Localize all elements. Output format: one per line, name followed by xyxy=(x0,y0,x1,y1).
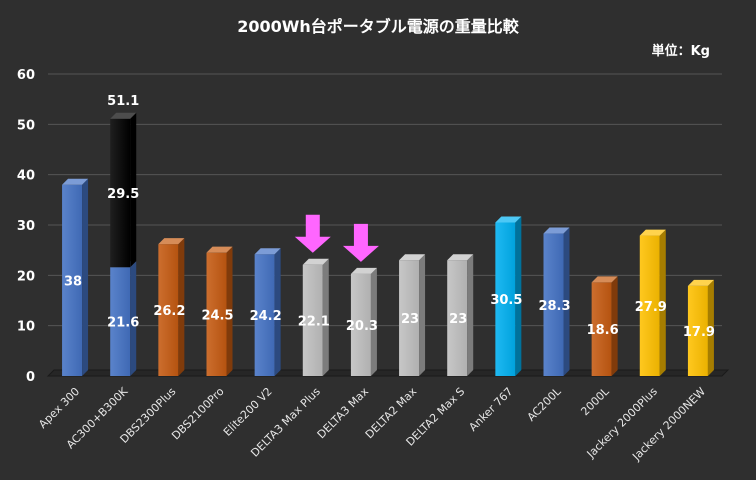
data-label: 23 xyxy=(449,312,467,327)
bar xyxy=(254,248,281,376)
y-tick-label: 30 xyxy=(17,219,35,234)
chart-title: 2000Wh台ポータブル電源の重量比較 xyxy=(237,17,519,36)
chart-floor xyxy=(46,369,730,377)
bar-side xyxy=(130,261,137,376)
bar-top xyxy=(639,229,666,236)
bar-front xyxy=(350,273,371,376)
bar-front xyxy=(158,244,179,376)
y-tick-label: 0 xyxy=(26,370,35,385)
bar-front xyxy=(110,118,131,268)
y-tick-label: 50 xyxy=(17,118,35,133)
data-label: 24.5 xyxy=(201,308,233,323)
bar-top xyxy=(447,254,474,261)
bar-top xyxy=(350,267,377,274)
bar-front xyxy=(206,252,227,376)
bar xyxy=(62,178,89,376)
bar xyxy=(639,229,666,376)
x-tick-label: Apex 300 xyxy=(36,385,82,431)
unit-label: 単位：Kg xyxy=(651,44,710,59)
y-tick-label: 10 xyxy=(17,320,35,335)
data-label: 22.1 xyxy=(298,314,330,329)
bar-front xyxy=(110,267,131,376)
bar xyxy=(687,279,714,376)
bar-top xyxy=(62,178,89,185)
bar-top xyxy=(206,246,233,253)
y-tick-label: 60 xyxy=(17,68,35,83)
bar-side xyxy=(563,227,570,376)
bar-side xyxy=(467,254,474,376)
bar-front xyxy=(302,264,323,376)
bar-side xyxy=(611,276,618,376)
data-label: 20.3 xyxy=(346,319,378,334)
bar-side xyxy=(322,258,329,376)
bar xyxy=(543,227,570,376)
bar-front xyxy=(591,282,612,376)
x-tick-label: Anker 767 xyxy=(467,385,516,434)
bar-top xyxy=(495,216,522,223)
bar-top xyxy=(110,112,137,119)
bar-top xyxy=(399,254,426,261)
bar-top xyxy=(302,258,329,265)
highlight-arrow-icon xyxy=(342,223,379,262)
bar xyxy=(350,267,377,376)
bar-front xyxy=(639,235,660,376)
bar-top xyxy=(591,276,618,283)
x-tick-label: DBS2100Pro xyxy=(169,385,227,443)
bar-side xyxy=(82,178,89,376)
bar xyxy=(591,276,618,376)
bar-side xyxy=(370,267,377,376)
bar-side xyxy=(419,254,426,376)
bar-front xyxy=(447,260,468,376)
bar xyxy=(399,254,426,376)
bar-front xyxy=(399,260,420,376)
bar xyxy=(302,258,329,376)
data-label: 51.1 xyxy=(107,94,139,109)
x-tick-label: 2000L xyxy=(578,384,612,418)
bar xyxy=(206,246,233,376)
bar-front xyxy=(543,233,564,376)
bar-side xyxy=(659,229,666,376)
bar xyxy=(495,216,522,376)
data-label: 18.6 xyxy=(587,323,619,338)
bar-side xyxy=(707,279,714,376)
data-label: 30.5 xyxy=(490,293,522,308)
bar-front xyxy=(254,254,275,376)
bar-side xyxy=(130,112,137,268)
bar-side xyxy=(226,246,233,376)
y-tick-label: 40 xyxy=(17,169,35,184)
bar-segment-upper xyxy=(110,112,137,268)
bar-top xyxy=(254,248,281,255)
data-label: 38 xyxy=(64,274,82,289)
y-tick-label: 20 xyxy=(17,269,35,284)
highlight-arrow-icon xyxy=(294,214,331,253)
bar-front xyxy=(495,222,516,376)
bar xyxy=(447,254,474,376)
data-label: 29.5 xyxy=(107,187,139,202)
data-label: 23 xyxy=(401,312,419,327)
bar xyxy=(158,238,185,376)
bar-side xyxy=(178,238,185,376)
bar-side xyxy=(274,248,281,376)
data-label: 26.2 xyxy=(153,304,185,319)
data-label: 24.2 xyxy=(250,309,282,324)
data-label: 21.6 xyxy=(107,316,139,331)
bar-side xyxy=(515,216,522,376)
x-tick-label: AC200L xyxy=(525,384,565,424)
bar-front xyxy=(62,184,83,376)
data-label: 27.9 xyxy=(635,300,667,315)
bar-top xyxy=(543,227,570,234)
bar-top xyxy=(687,279,714,286)
data-label: 28.3 xyxy=(538,299,570,314)
data-label: 17.9 xyxy=(683,325,715,340)
bar-front xyxy=(687,285,708,376)
bar-top xyxy=(158,238,185,245)
